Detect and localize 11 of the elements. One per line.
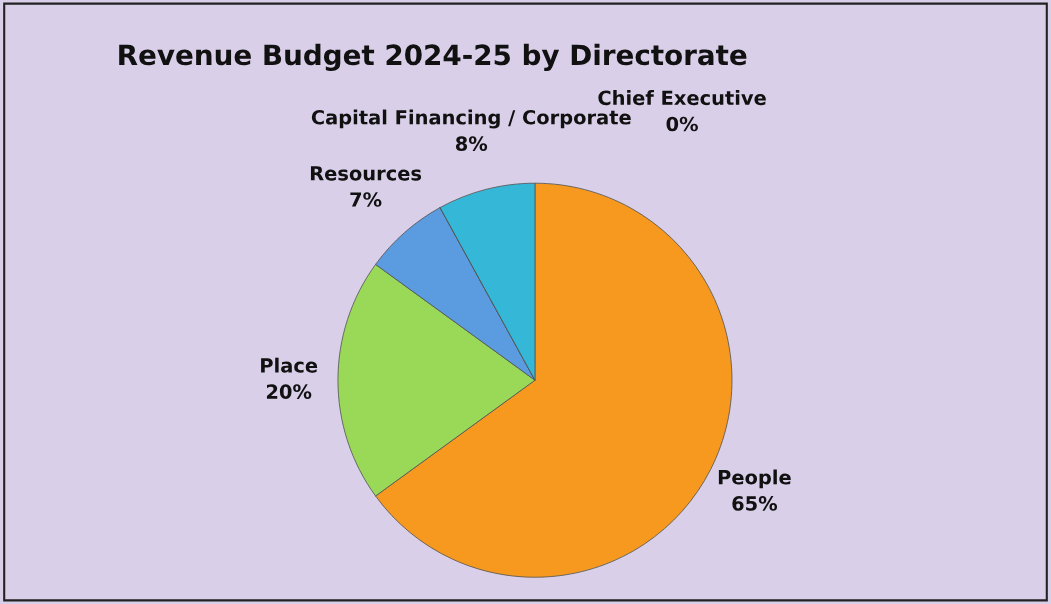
data-label: 65% (732, 496, 778, 511)
data-label: 20% (266, 384, 312, 399)
category-label: Chief Executive (598, 90, 766, 106)
slice-label: Place (261, 357, 318, 373)
data-label: 8% (455, 136, 488, 151)
chart-title: Revenue Budget 2024-25 by Directorate (119, 43, 747, 71)
text: 0% (666, 116, 698, 132)
slice-label: People (718, 469, 791, 489)
slice-label: Resources (310, 166, 422, 181)
slice-label: Capital Financing / Corporate (311, 109, 631, 129)
data-label: 7% (350, 192, 382, 207)
